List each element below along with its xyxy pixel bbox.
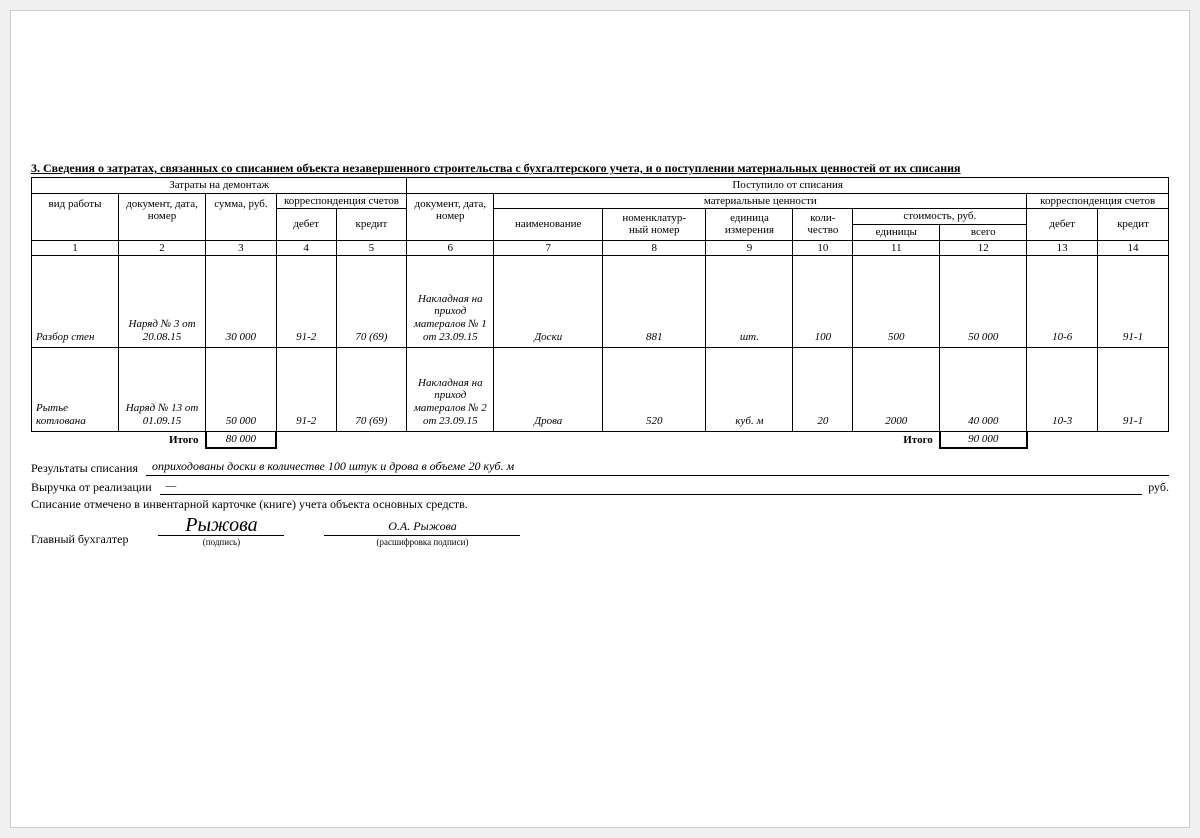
footer: Результаты списания оприходованы доски в…: [31, 459, 1169, 547]
column-number-row: 1234567891011121314: [32, 240, 1169, 256]
cell: Наряд № 13 от 01.09.15: [119, 348, 206, 432]
header-sum: сумма, руб.: [206, 193, 277, 240]
cell: 30 000: [206, 256, 277, 348]
results-label: Результаты списания: [31, 461, 138, 476]
signature-caption: (подпись): [158, 537, 284, 547]
col-num: 14: [1098, 240, 1169, 256]
totals-row: Итого 80 000 Итого 90 000: [32, 432, 1169, 448]
header-group-right: Поступило от списания: [407, 178, 1169, 194]
header-work-type: вид работы: [32, 193, 119, 240]
col-num: 13: [1027, 240, 1098, 256]
cell: 2000: [853, 348, 940, 432]
header-corr1: корреспонденция счетов: [276, 193, 407, 209]
cell: Доски: [494, 256, 603, 348]
signature-name: О.А. Рыжова: [324, 519, 520, 536]
cell: Накладная на приход матералов № 2 от 23.…: [407, 348, 494, 432]
cell: 91-1: [1098, 348, 1169, 432]
cell: 70 (69): [336, 348, 407, 432]
table-row: Разбор стенНаряд № 3 от 20.08.1530 00091…: [32, 256, 1169, 348]
cell: 70 (69): [336, 256, 407, 348]
col-num: 4: [276, 240, 336, 256]
header-cost-total: всего: [940, 224, 1027, 240]
header-credit2: кредит: [1098, 209, 1169, 240]
header-cost: стоимость, руб.: [853, 209, 1027, 225]
chief-accountant-label: Главный бухгалтер: [31, 532, 128, 547]
col-num: 12: [940, 240, 1027, 256]
header-debit2: дебет: [1027, 209, 1098, 240]
header-doc1: документ, дата, номер: [119, 193, 206, 240]
col-num: 8: [603, 240, 706, 256]
header-credit1: кредит: [336, 209, 407, 240]
totals-cost: 90 000: [940, 432, 1027, 448]
cell: Рытье котлована: [32, 348, 119, 432]
col-num: 9: [706, 240, 793, 256]
revenue-value: —: [160, 478, 1143, 495]
revenue-label: Выручка от реализации: [31, 480, 152, 495]
cell: 10-3: [1027, 348, 1098, 432]
col-num: 3: [206, 240, 277, 256]
cell: 50 000: [206, 348, 277, 432]
header-corr2: корреспонденция счетов: [1027, 193, 1169, 209]
cell: Накладная на приход матералов № 1 от 23.…: [407, 256, 494, 348]
col-num: 7: [494, 240, 603, 256]
cell: шт.: [706, 256, 793, 348]
results-value: оприходованы доски в количестве 100 штук…: [146, 459, 1169, 476]
cell: 10-6: [1027, 256, 1098, 348]
col-num: 1: [32, 240, 119, 256]
cell: 40 000: [940, 348, 1027, 432]
section-title: 3. Сведения о затратах, связанных со спи…: [31, 161, 1169, 176]
col-num: 11: [853, 240, 940, 256]
note-text: Списание отмечено в инвентарной карточке…: [31, 497, 1169, 512]
header-debit1: дебет: [276, 209, 336, 240]
header-nomen: номенклатур- ный номер: [603, 209, 706, 240]
cell: 91-2: [276, 256, 336, 348]
col-num: 6: [407, 240, 494, 256]
signature-name-caption: (расшифровка подписи): [324, 537, 520, 547]
revenue-unit: руб.: [1148, 480, 1169, 495]
header-cost-unit: единицы: [853, 224, 940, 240]
col-num: 5: [336, 240, 407, 256]
cell: 881: [603, 256, 706, 348]
cell: 100: [793, 256, 853, 348]
cell: Наряд № 3 от 20.08.15: [119, 256, 206, 348]
cell: Разбор стен: [32, 256, 119, 348]
main-table: Затраты на демонтаж Поступило от списани…: [31, 177, 1169, 449]
document-page: 3. Сведения о затратах, связанных со спи…: [10, 10, 1190, 828]
header-name: наименование: [494, 209, 603, 240]
header-mat: материальные ценности: [494, 193, 1027, 209]
cell: 20: [793, 348, 853, 432]
header-doc2: документ, дата, номер: [407, 193, 494, 240]
cell: 50 000: [940, 256, 1027, 348]
cell: 520: [603, 348, 706, 432]
totals-label-2: Итого: [853, 432, 940, 448]
header-qty: коли- чество: [793, 209, 853, 240]
cell: 91-1: [1098, 256, 1169, 348]
table-row: Рытье котлованаНаряд № 13 от 01.09.1550 …: [32, 348, 1169, 432]
header-unit: единица измерения: [706, 209, 793, 240]
cell: 91-2: [276, 348, 336, 432]
header-group-left: Затраты на демонтаж: [32, 178, 407, 194]
totals-label-1: Итого: [119, 432, 206, 448]
cell: куб. м: [706, 348, 793, 432]
col-num: 2: [119, 240, 206, 256]
cell: 500: [853, 256, 940, 348]
signature-script: Рыжова: [158, 516, 284, 536]
totals-sum: 80 000: [206, 432, 277, 448]
cell: Дрова: [494, 348, 603, 432]
col-num: 10: [793, 240, 853, 256]
